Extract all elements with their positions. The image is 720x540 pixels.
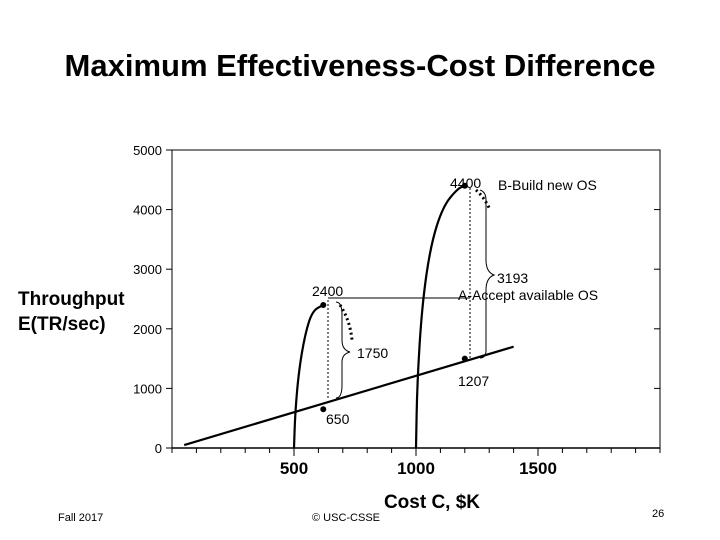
series-option-B-curve	[414, 184, 466, 449]
label-1207: 1207	[458, 373, 489, 389]
label-650: 650	[326, 411, 350, 427]
data-point-650	[320, 406, 327, 413]
series-option-A-curve	[292, 303, 324, 449]
annotation-a-accept-available-os: A-Accept available OS	[458, 287, 598, 303]
annotation-3193: 3193	[497, 270, 528, 286]
data-point-2400	[320, 301, 327, 308]
brace-1750	[335, 301, 351, 399]
y-axis-label-line1: Throughput	[18, 289, 125, 310]
brace-3193	[479, 189, 496, 359]
label-2400: 2400	[312, 283, 343, 299]
y-axis-label-line2: E(TR/sec)	[18, 314, 106, 335]
y-tick-label: 1000	[133, 381, 162, 396]
series-cost-line	[183, 345, 514, 447]
data-point-4400	[461, 182, 468, 189]
x-tick-label: 1500	[519, 459, 557, 478]
x-axis-label: Cost C, $K	[384, 492, 480, 513]
x-tick-label: 1000	[397, 459, 435, 478]
data-point-1207	[461, 355, 468, 362]
tangent-B	[474, 188, 492, 211]
annotation-1750: 1750	[357, 345, 388, 361]
x-tick-label: 500	[280, 459, 308, 478]
footer-left: Fall 2017	[58, 512, 104, 524]
y-tick-label: 5000	[133, 143, 162, 158]
footer-center: © USC-CSSE	[312, 512, 381, 524]
y-tick-label: 0	[155, 441, 162, 456]
y-tick-label: 2000	[133, 322, 162, 337]
annotation-b-build-new-os: B-Build new OS	[498, 177, 597, 193]
y-tick-label: 3000	[133, 262, 162, 277]
page-number: 26	[652, 508, 665, 520]
page-title: Maximum Effectiveness-Cost Difference	[64, 48, 656, 83]
y-tick-label: 4000	[133, 203, 162, 218]
label-4400: 4400	[450, 175, 481, 191]
